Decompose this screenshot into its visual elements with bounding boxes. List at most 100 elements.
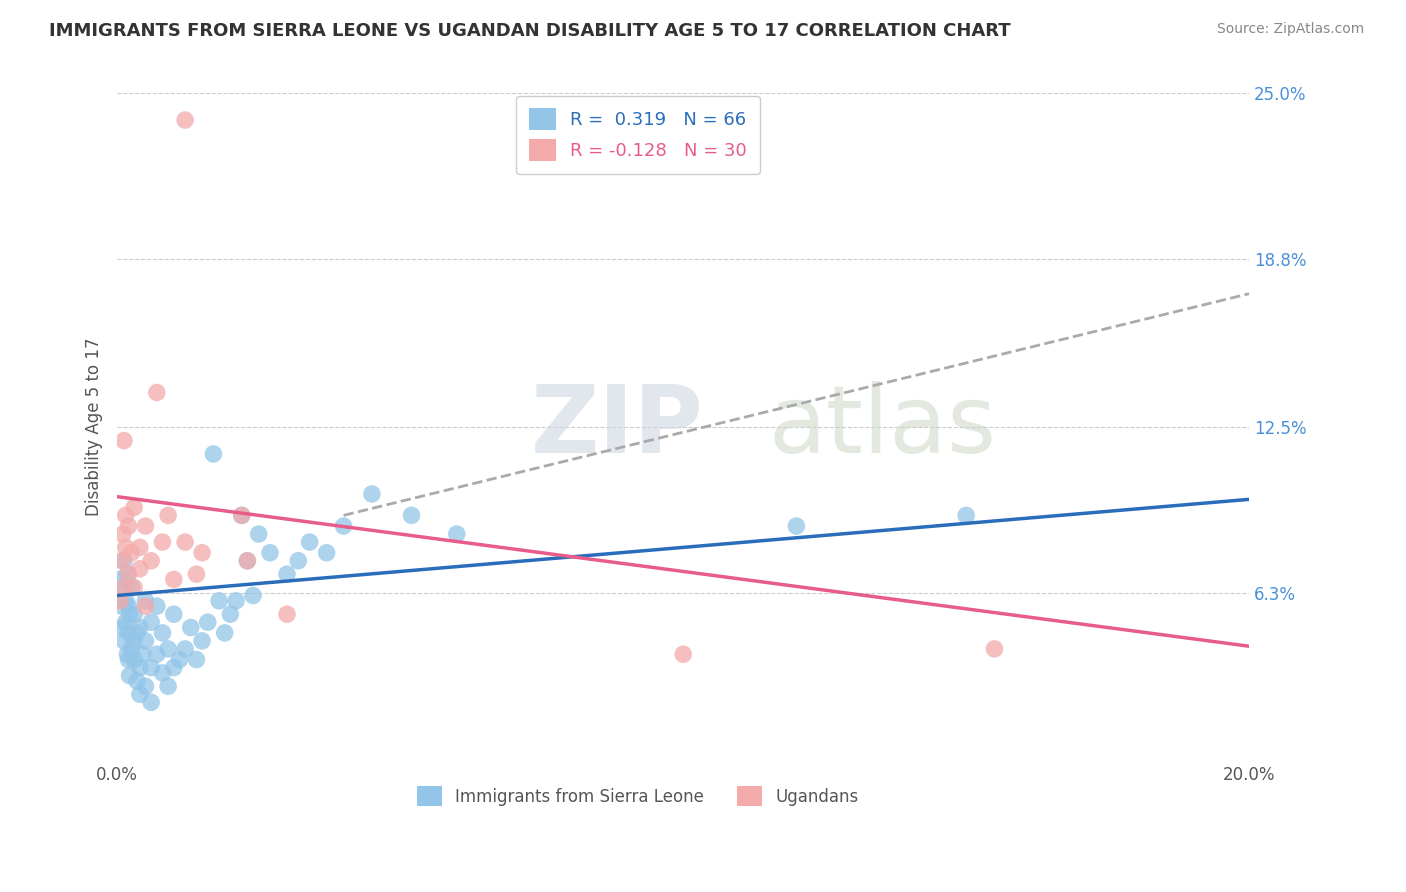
Point xyxy=(141,695,163,709)
Point xyxy=(111,554,134,568)
Point xyxy=(125,673,148,688)
Point xyxy=(117,626,139,640)
Point xyxy=(108,594,131,608)
Legend: Immigrants from Sierra Leone, Ugandans: Immigrants from Sierra Leone, Ugandans xyxy=(411,780,866,813)
Point xyxy=(114,615,136,630)
Point xyxy=(117,599,139,614)
Point xyxy=(672,647,695,661)
Point xyxy=(955,508,977,523)
Point xyxy=(112,633,135,648)
Point xyxy=(128,660,150,674)
Point xyxy=(231,508,253,523)
Point xyxy=(225,594,247,608)
Point xyxy=(120,546,142,560)
Point xyxy=(134,519,156,533)
Point xyxy=(117,567,139,582)
Point xyxy=(242,589,264,603)
Point xyxy=(169,652,191,666)
Point xyxy=(128,562,150,576)
Text: ZIP: ZIP xyxy=(530,381,703,474)
Point xyxy=(152,626,174,640)
Point xyxy=(112,554,135,568)
Point xyxy=(236,554,259,568)
Y-axis label: Disability Age 5 to 17: Disability Age 5 to 17 xyxy=(86,338,103,516)
Point xyxy=(208,594,231,608)
Point xyxy=(276,567,298,582)
Point xyxy=(111,527,134,541)
Point xyxy=(163,660,186,674)
Point xyxy=(122,633,145,648)
Point xyxy=(180,621,202,635)
Point xyxy=(146,647,169,661)
Point xyxy=(141,554,163,568)
Point xyxy=(111,581,134,595)
Point xyxy=(131,647,153,661)
Point xyxy=(202,447,225,461)
Point xyxy=(122,581,145,595)
Point xyxy=(983,641,1005,656)
Point xyxy=(360,487,382,501)
Point xyxy=(114,594,136,608)
Point xyxy=(141,615,163,630)
Point xyxy=(197,615,219,630)
Point xyxy=(401,508,423,523)
Point xyxy=(111,621,134,635)
Point xyxy=(163,573,186,587)
Point xyxy=(118,607,141,622)
Point xyxy=(247,527,270,541)
Point xyxy=(174,535,197,549)
Point xyxy=(128,541,150,555)
Point xyxy=(108,573,131,587)
Point xyxy=(298,535,321,549)
Point xyxy=(117,567,139,582)
Point xyxy=(214,626,236,640)
Point xyxy=(174,113,197,128)
Point xyxy=(134,594,156,608)
Point xyxy=(117,652,139,666)
Point xyxy=(125,626,148,640)
Point xyxy=(332,519,354,533)
Point xyxy=(134,599,156,614)
Point xyxy=(785,519,807,533)
Point xyxy=(219,607,242,622)
Point xyxy=(186,567,208,582)
Point xyxy=(141,660,163,674)
Point xyxy=(259,546,281,560)
Point xyxy=(111,599,134,614)
Point xyxy=(146,599,169,614)
Point xyxy=(122,652,145,666)
Point xyxy=(163,607,186,622)
Point xyxy=(152,665,174,680)
Point xyxy=(120,641,142,656)
Point xyxy=(111,581,134,595)
Point xyxy=(114,541,136,555)
Point xyxy=(118,668,141,682)
Point xyxy=(128,621,150,635)
Point xyxy=(120,581,142,595)
Point xyxy=(117,647,139,661)
Point xyxy=(186,652,208,666)
Point xyxy=(236,554,259,568)
Point xyxy=(152,535,174,549)
Point xyxy=(191,546,214,560)
Point xyxy=(157,508,180,523)
Point xyxy=(146,385,169,400)
Point xyxy=(157,641,180,656)
Point xyxy=(122,607,145,622)
Point xyxy=(446,527,468,541)
Point xyxy=(287,554,309,568)
Point xyxy=(114,508,136,523)
Point xyxy=(174,641,197,656)
Text: IMMIGRANTS FROM SIERRA LEONE VS UGANDAN DISABILITY AGE 5 TO 17 CORRELATION CHART: IMMIGRANTS FROM SIERRA LEONE VS UGANDAN … xyxy=(49,22,1011,40)
Point xyxy=(134,633,156,648)
Point xyxy=(191,633,214,648)
Point xyxy=(276,607,298,622)
Point xyxy=(157,679,180,693)
Point xyxy=(134,679,156,693)
Point xyxy=(117,519,139,533)
Text: Source: ZipAtlas.com: Source: ZipAtlas.com xyxy=(1216,22,1364,37)
Point xyxy=(128,687,150,701)
Point xyxy=(315,546,337,560)
Point xyxy=(122,500,145,515)
Point xyxy=(231,508,253,523)
